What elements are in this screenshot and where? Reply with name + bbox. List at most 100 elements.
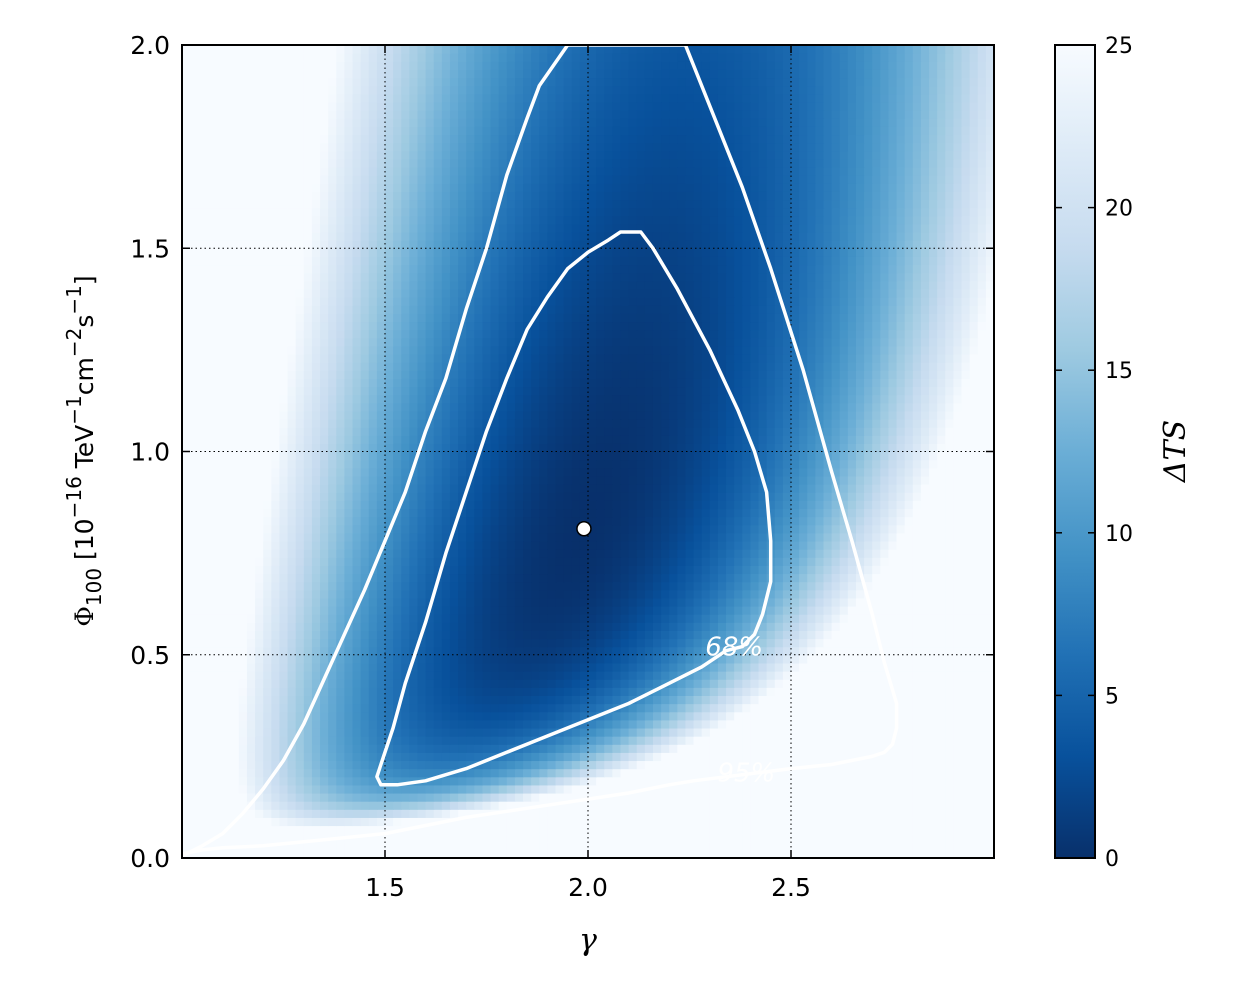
heatmap-cell: [523, 605, 532, 615]
heatmap-cell: [636, 565, 646, 575]
heatmap-cell: [929, 484, 938, 493]
heatmap-cell: [620, 776, 630, 786]
heatmap-cell: [839, 524, 849, 534]
heatmap-cell: [709, 809, 719, 818]
heatmap-cell: [685, 492, 695, 501]
heatmap-cell: [466, 614, 475, 623]
heatmap-cell: [287, 817, 297, 827]
heatmap-cell: [742, 695, 751, 705]
heatmap-cell: [214, 597, 224, 607]
heatmap-cell: [872, 638, 881, 648]
heatmap-cell: [263, 809, 272, 818]
heatmap-cell: [514, 687, 524, 696]
heatmap-cell: [531, 605, 540, 615]
heatmap-cell: [385, 459, 394, 469]
heatmap-cell: [628, 589, 638, 599]
heatmap-cell: [320, 467, 329, 477]
heatmap-cell: [498, 540, 508, 550]
heatmap-cell: [311, 516, 321, 526]
heatmap-cell: [295, 646, 305, 656]
heatmap-cell: [547, 605, 557, 615]
heatmap-cell: [896, 565, 906, 575]
heatmap-cell: [360, 841, 370, 851]
heatmap-cell: [929, 467, 938, 477]
heatmap-cell: [514, 833, 524, 843]
heatmap-cell: [799, 727, 808, 737]
heatmap-cell: [766, 784, 776, 794]
heatmap-cell: [449, 784, 459, 794]
heatmap-cell: [466, 630, 475, 640]
heatmap-cell: [214, 703, 224, 713]
heatmap-cell: [742, 679, 751, 688]
heatmap-cell: [230, 459, 240, 469]
heatmap-cell: [246, 557, 256, 566]
heatmap-cell: [482, 768, 492, 778]
heatmap-cell: [620, 703, 630, 713]
heatmap-cell: [815, 646, 825, 656]
heatmap-cell: [393, 500, 402, 510]
heatmap-cell: [742, 532, 751, 542]
heatmap-cell: [279, 605, 289, 615]
heatmap-cell: [271, 549, 281, 558]
heatmap-cell: [230, 711, 240, 721]
heatmap-cell: [182, 524, 191, 534]
heatmap-cell: [571, 492, 581, 501]
heatmap-cell: [271, 516, 281, 526]
heatmap-cell: [677, 540, 687, 550]
heatmap-cell: [831, 736, 841, 745]
heatmap-cell: [441, 662, 451, 672]
heatmap-cell: [563, 760, 573, 770]
heatmap-cell: [815, 768, 825, 778]
heatmap-cell: [612, 605, 622, 615]
heatmap-cell: [929, 492, 938, 501]
heatmap-cell: [823, 784, 833, 794]
heatmap-cell: [441, 760, 451, 770]
heatmap-cell: [847, 679, 857, 688]
heatmap-cell: [303, 638, 313, 648]
heatmap-cell: [758, 492, 768, 501]
heatmap-cell: [661, 492, 670, 501]
heatmap-cell: [360, 849, 370, 858]
heatmap-cell: [644, 492, 654, 501]
heatmap-cell: [677, 809, 687, 818]
heatmap-cell: [717, 662, 727, 672]
heatmap-cell: [652, 532, 662, 542]
heatmap-cell: [433, 532, 443, 542]
heatmap-cell: [766, 662, 776, 672]
heatmap-cell: [855, 719, 865, 729]
heatmap-cell: [441, 540, 451, 550]
heatmap-cell: [287, 671, 297, 680]
heatmap-cell: [182, 768, 191, 778]
heatmap-cell: [531, 500, 540, 510]
heatmap-cell: [214, 646, 224, 656]
heatmap-cell: [791, 654, 800, 664]
heatmap-cell: [831, 581, 841, 591]
heatmap-cell: [368, 671, 378, 680]
heatmap-cell: [912, 768, 922, 778]
heatmap-cell: [969, 549, 979, 558]
heatmap-cell: [620, 784, 630, 794]
heatmap-cell: [214, 744, 224, 753]
heatmap-cell: [628, 849, 638, 858]
heatmap-cell: [360, 646, 370, 656]
heatmap-cell: [945, 727, 954, 737]
heatmap-cell: [295, 784, 305, 794]
heatmap-cell: [831, 744, 841, 753]
heatmap-cell: [701, 711, 711, 721]
heatmap-cell: [823, 549, 833, 558]
heatmap-cell: [612, 492, 622, 501]
heatmap-cell: [214, 573, 224, 583]
heatmap-cell: [977, 817, 987, 827]
heatmap-cell: [588, 736, 597, 745]
heatmap-cell: [320, 703, 329, 713]
heatmap-cell: [198, 695, 207, 705]
heatmap-cell: [807, 662, 816, 672]
heatmap-cell: [677, 549, 687, 558]
heatmap-cell: [709, 833, 719, 843]
heatmap-cell: [531, 622, 540, 631]
heatmap-cell: [888, 801, 898, 810]
heatmap-cell: [977, 500, 987, 510]
plot-area: 68%95% 1.5 2.0 2.5 0.00.51.01.52.0: [130, 31, 995, 902]
heatmap-cell: [385, 516, 394, 526]
heatmap-cell: [685, 589, 695, 599]
